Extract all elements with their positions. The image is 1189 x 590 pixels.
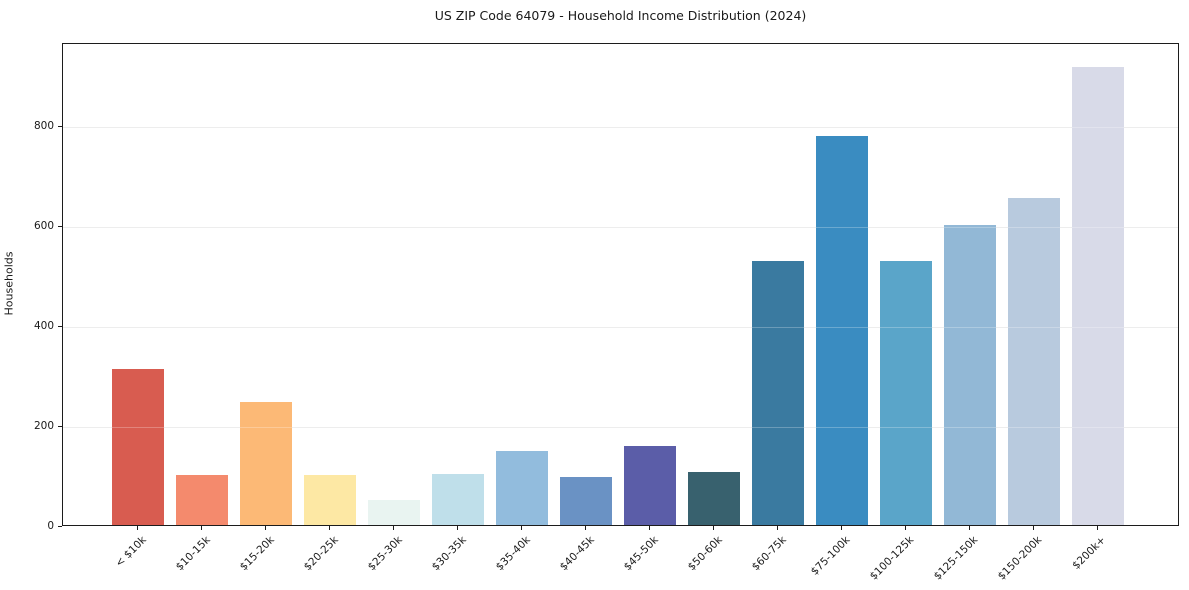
x-tick-label-60-75k: $60-75k	[749, 534, 789, 574]
gridline-y800	[63, 126, 1178, 128]
x-tick-label-10-15k: $10-15k	[173, 534, 213, 574]
bar-60-75k	[752, 260, 804, 525]
y-tick-800	[58, 125, 62, 127]
x-tick-label-30-35k: $30-35k	[429, 534, 469, 574]
gridline-y400	[63, 326, 1178, 328]
x-tick-12	[904, 526, 906, 530]
y-tick-label-0: 0	[47, 519, 54, 532]
bar-10-15k	[176, 474, 228, 525]
chart-title: US ZIP Code 64079 - Household Income Dis…	[434, 8, 807, 23]
x-tick-6	[520, 526, 522, 530]
x-tick-3	[328, 526, 330, 530]
x-tick-label-10k: < $10k	[112, 534, 149, 570]
x-tick-label-25-30k: $25-30k	[365, 534, 405, 574]
x-tick-7	[584, 526, 586, 530]
y-tick-200	[58, 425, 62, 427]
bar-200k	[1072, 67, 1124, 525]
x-tick-5	[456, 526, 458, 530]
x-tick-label-15-20k: $15-20k	[237, 534, 277, 574]
x-tick-label-100-125k: $100-125k	[867, 534, 917, 583]
bar-10k	[112, 368, 164, 525]
plot-area	[62, 43, 1179, 526]
gridline-overlay-y600	[63, 226, 1178, 228]
y-tick-label-400: 400	[33, 319, 54, 332]
bar-75-100k	[816, 136, 868, 525]
gridline-overlay-y200	[63, 426, 1178, 428]
bar-25-30k	[368, 500, 420, 525]
x-tick-label-75-100k: $75-100k	[808, 534, 853, 578]
x-tick-label-50-60k: $50-60k	[685, 534, 725, 574]
gridline-overlay-y800	[63, 126, 1178, 128]
x-tick-label-35-40k: $35-40k	[493, 534, 533, 574]
y-axis-label: Households	[2, 251, 16, 316]
x-tick-label-150-200k: $150-200k	[995, 534, 1045, 583]
x-tick-label-20-25k: $20-25k	[301, 534, 341, 574]
x-tick-14	[1032, 526, 1034, 530]
x-tick-15	[1096, 526, 1098, 530]
x-tick-2	[264, 526, 266, 530]
y-tick-0	[58, 525, 62, 527]
x-tick-0	[136, 526, 138, 530]
bar-125-150k	[944, 225, 996, 525]
bar-150-200k	[1008, 198, 1060, 525]
y-tick-label-200: 200	[33, 419, 54, 432]
bar-45-50k	[624, 446, 676, 525]
y-tick-600	[58, 225, 62, 227]
bar-30-35k	[432, 473, 484, 525]
bar-40-45k	[560, 476, 612, 525]
x-tick-9	[712, 526, 714, 530]
x-tick-1	[200, 526, 202, 530]
bar-100-125k	[880, 260, 932, 525]
x-tick-13	[968, 526, 970, 530]
x-tick-11	[840, 526, 842, 530]
bar-35-40k	[496, 451, 548, 525]
x-tick-10	[776, 526, 778, 530]
x-tick-4	[392, 526, 394, 530]
bar-15-20k	[240, 401, 292, 525]
bar-20-25k	[304, 474, 356, 525]
y-tick-label-600: 600	[33, 219, 54, 232]
gridline-y200	[63, 426, 1178, 428]
y-tick-400	[58, 325, 62, 327]
x-tick-8	[648, 526, 650, 530]
gridline-y600	[63, 226, 1178, 228]
gridline-overlay-y400	[63, 326, 1178, 328]
bar-50-60k	[688, 471, 740, 525]
x-tick-label-125-150k: $125-150k	[931, 534, 981, 583]
y-tick-label-800: 800	[33, 119, 54, 132]
x-tick-label-45-50k: $45-50k	[621, 534, 661, 574]
x-tick-label-200k: $200k+	[1070, 534, 1109, 572]
x-tick-label-40-45k: $40-45k	[557, 534, 597, 574]
